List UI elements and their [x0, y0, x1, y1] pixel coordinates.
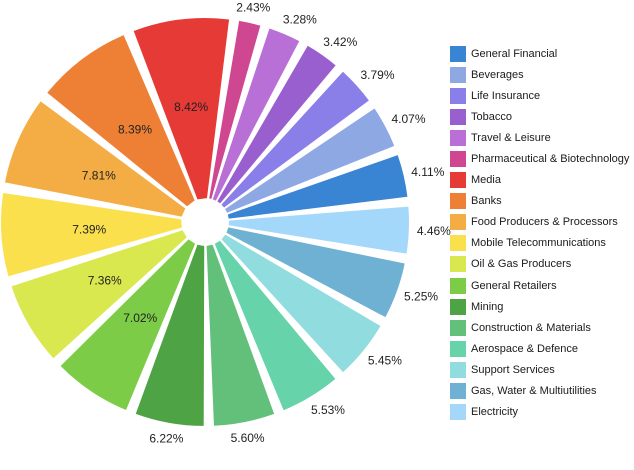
legend-swatch: [450, 46, 466, 62]
legend-swatch: [450, 130, 466, 146]
legend-label: Travel & Leisure: [471, 132, 551, 144]
legend-swatch: [450, 341, 466, 357]
data-label-beverages: 4.07%: [392, 112, 426, 126]
legend-item-beverages: Beverages: [450, 64, 629, 85]
legend-swatch: [450, 320, 466, 336]
legend-label: Life Insurance: [471, 90, 540, 102]
data-label-oil-and-gas-producers: 7.36%: [88, 273, 122, 287]
data-label-general-financial: 4.11%: [411, 165, 444, 179]
legend-label: Aerospace & Defence: [471, 343, 578, 355]
data-label-pharmaceutical-and-biotechnology: 2.43%: [236, 0, 270, 14]
legend-item-travel-and-leisure: Travel & Leisure: [450, 127, 629, 148]
legend-label: Mining: [471, 301, 503, 313]
legend-swatch: [450, 362, 466, 378]
legend-item-tobacco: Tobacco: [450, 106, 629, 127]
data-label-media: 8.42%: [174, 100, 208, 114]
legend-label: Support Services: [471, 364, 555, 376]
data-label-support-services: 5.45%: [368, 354, 402, 368]
legend-item-electricity: Electricity: [450, 402, 629, 423]
legend-label: Food Producers & Processors: [471, 216, 618, 228]
data-label-mobile-telecommunications: 7.39%: [72, 222, 106, 236]
legend-swatch: [450, 88, 466, 104]
data-label-food-producers-and-processors: 7.81%: [82, 168, 116, 182]
legend-item-pharmaceutical-and-biotechnology: Pharmaceutical & Biotechnology: [450, 148, 629, 169]
legend-swatch: [450, 193, 466, 209]
legend-swatch: [450, 109, 466, 125]
legend-label: General Retailers: [471, 280, 557, 292]
legend-swatch: [450, 404, 466, 420]
legend-item-general-retailers: General Retailers: [450, 275, 629, 296]
data-label-banks: 8.39%: [118, 122, 152, 136]
legend-item-food-producers-and-processors: Food Producers & Processors: [450, 212, 629, 233]
legend-label: Beverages: [471, 69, 524, 81]
legend-swatch: [450, 383, 466, 399]
legend-label: General Financial: [471, 48, 557, 60]
legend-swatch: [450, 67, 466, 83]
legend-label: Media: [471, 174, 501, 186]
data-label-construction-and-materials: 5.60%: [231, 431, 265, 445]
data-label-general-retailers: 7.02%: [123, 311, 157, 325]
legend-item-support-services: Support Services: [450, 359, 629, 380]
legend-item-oil-and-gas-producers: Oil & Gas Producers: [450, 254, 629, 275]
data-label-life-insurance: 3.79%: [360, 68, 394, 82]
legend-swatch: [450, 214, 466, 230]
legend-item-life-insurance: Life Insurance: [450, 85, 629, 106]
data-label-mining: 6.22%: [149, 432, 183, 446]
legend: General Financial Beverages Life Insurance…: [450, 43, 629, 423]
legend-item-aerospace-and-defence: Aerospace & Defence: [450, 338, 629, 359]
legend-label: Pharmaceutical & Biotechnology: [471, 153, 629, 165]
legend-item-general-financial: General Financial: [450, 43, 629, 64]
legend-swatch: [450, 172, 466, 188]
legend-label: Oil & Gas Producers: [471, 258, 571, 270]
legend-item-mobile-telecommunications: Mobile Telecommunications: [450, 233, 629, 254]
legend-swatch: [450, 151, 466, 167]
legend-label: Gas, Water & Multiutilities: [471, 385, 597, 397]
legend-swatch: [450, 278, 466, 294]
legend-label: Construction & Materials: [471, 322, 591, 334]
data-label-travel-and-leisure: 3.28%: [283, 12, 317, 26]
legend-label: Mobile Telecommunications: [471, 237, 606, 249]
legend-item-gas-water-and-multiutilities: Gas, Water & Multiutilities: [450, 381, 629, 402]
legend-item-construction-and-materials: Construction & Materials: [450, 317, 629, 338]
legend-label: Tobacco: [471, 111, 512, 123]
legend-swatch: [450, 256, 466, 272]
legend-item-mining: Mining: [450, 296, 629, 317]
data-label-electricity: 4.46%: [417, 224, 451, 238]
pie-slices: [1, 18, 409, 426]
data-label-gas-water-and-multiutilities: 5.25%: [404, 289, 438, 303]
legend-swatch: [450, 299, 466, 315]
legend-swatch: [450, 235, 466, 251]
data-label-tobacco: 3.42%: [323, 35, 357, 49]
legend-item-media: Media: [450, 170, 629, 191]
legend-label: Electricity: [471, 406, 518, 418]
legend-label: Banks: [471, 195, 502, 207]
data-label-aerospace-and-defence: 5.53%: [311, 403, 345, 417]
legend-item-banks: Banks: [450, 191, 629, 212]
